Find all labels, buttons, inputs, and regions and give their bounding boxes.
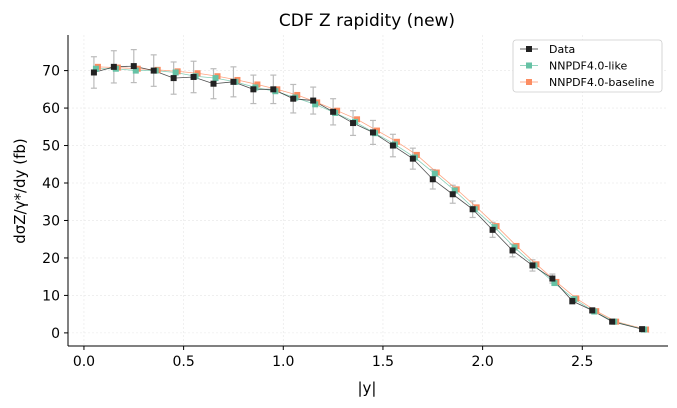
- data-point: [270, 86, 277, 93]
- data-point: [489, 226, 496, 233]
- series-markers: [90, 63, 650, 333]
- data-point: [110, 63, 117, 70]
- data-point: [210, 80, 217, 87]
- data-point: [290, 95, 297, 102]
- data-point: [312, 101, 319, 108]
- data-point: [130, 63, 137, 70]
- data-point: [250, 86, 257, 93]
- legend-marker: [526, 62, 532, 69]
- data-point: [589, 307, 596, 314]
- data-point: [172, 69, 179, 76]
- data-point: [609, 318, 616, 325]
- data-point: [569, 298, 576, 305]
- axes: [67, 35, 668, 347]
- series-line: [93, 65, 643, 330]
- x-tick-label: 1.5: [372, 354, 394, 370]
- x-ticks: 0.0 0.5 1.0 1.5 2.0 2.5: [73, 346, 593, 370]
- series-lines: [93, 65, 647, 330]
- data-point: [310, 97, 317, 104]
- data-point: [190, 73, 197, 80]
- data-point: [170, 75, 177, 82]
- series-line: [95, 68, 645, 330]
- data-point: [551, 280, 558, 287]
- legend-label: NNPDF4.0-like: [549, 60, 627, 73]
- legend-label: Data: [549, 43, 575, 56]
- grid: [68, 35, 668, 346]
- x-tick-label: 2.0: [471, 354, 493, 370]
- data-point: [449, 191, 456, 198]
- data-point: [549, 275, 556, 282]
- x-axis-label: |y|: [358, 379, 377, 397]
- y-tick-label: 0: [51, 326, 60, 342]
- y-tick-label: 20: [42, 251, 60, 267]
- data-point: [92, 65, 99, 72]
- data-point: [90, 69, 97, 76]
- data-point: [350, 120, 357, 127]
- data-point: [451, 187, 458, 194]
- y-tick-label: 50: [42, 139, 60, 155]
- data-point: [509, 247, 516, 254]
- data-point: [369, 129, 376, 136]
- data-point: [429, 176, 436, 183]
- y-tick-label: 30: [42, 213, 60, 229]
- x-tick-label: 1.0: [272, 354, 294, 370]
- data-point: [212, 75, 219, 82]
- series-line: [97, 66, 647, 330]
- data-point: [230, 78, 237, 85]
- data-point: [330, 108, 337, 115]
- legend-box: [512, 39, 663, 93]
- y-tick-label: 60: [42, 101, 60, 117]
- x-tick-label: 0.5: [172, 354, 194, 370]
- y-axis-label: dσZ/γ*/dy (fb): [11, 138, 29, 243]
- y-tick-label: 10: [42, 288, 60, 304]
- chart-title: CDF Z rapidity (new): [279, 11, 455, 31]
- legend-marker: [526, 46, 532, 52]
- data-point: [529, 262, 536, 269]
- y-tick-label: 40: [42, 176, 60, 192]
- x-tick-label: 0.0: [73, 354, 95, 370]
- data-point: [389, 142, 396, 149]
- y-ticks: 0 10 20 30 40 50 60 70: [42, 64, 68, 342]
- legend-label: NNPDF4.0-baseline: [549, 76, 655, 89]
- data-point: [431, 170, 438, 177]
- data-point: [150, 67, 157, 74]
- data-point: [409, 155, 416, 162]
- data-point: [639, 326, 646, 333]
- data-point: [469, 206, 476, 213]
- y-tick-label: 70: [42, 64, 60, 80]
- x-tick-label: 2.5: [571, 354, 593, 370]
- legend: Data NNPDF4.0-like NNPDF4.0-baseline: [512, 39, 663, 93]
- legend-marker: [526, 79, 532, 85]
- data-point: [132, 67, 139, 74]
